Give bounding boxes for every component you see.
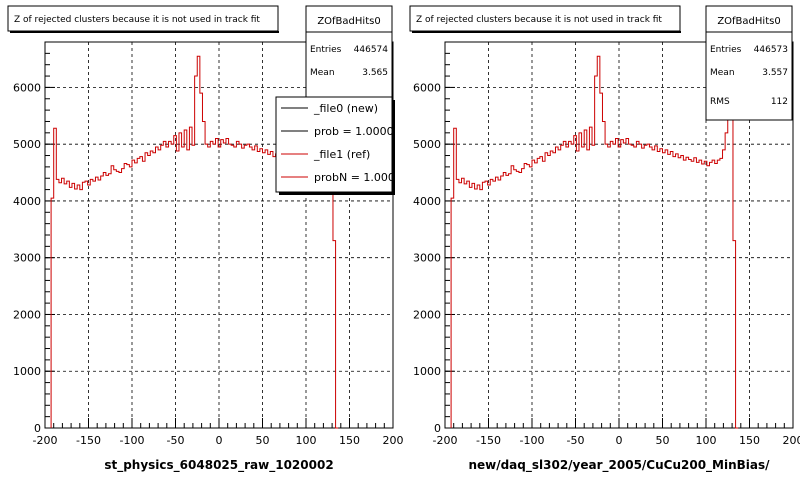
y-tick-label: 1000 — [413, 365, 441, 378]
x-tick-label: -50 — [567, 434, 585, 447]
legend-entry-label: _file1 (ref) — [313, 148, 370, 161]
chart-panel-1: -200 -150 -100 -50 0 50 100 150 2000100020003000… — [7, 5, 416, 473]
x-tick-label: 0 — [216, 434, 223, 447]
x-axis-label: st_physics_6048025_raw_1020002 — [104, 458, 333, 473]
stats-name: ZOfBadHits0 — [717, 16, 780, 27]
stats-mean-label: Mean — [710, 68, 735, 78]
y-tick-label: 0 — [434, 422, 441, 435]
stats-entries-label: Entries — [710, 45, 742, 55]
stats-box — [705, 5, 793, 121]
chart-panel-2: -200-150-100-500501001502000100020003000… — [409, 5, 800, 473]
stats-mean-label: Mean — [310, 68, 335, 78]
histogram-series-1 — [450, 55, 739, 429]
x-tick-label: -200 — [433, 434, 458, 447]
x-tick-label: -100 — [120, 434, 145, 447]
legend-entry-label: prob = 1.000000 — [314, 125, 408, 138]
x-tick-label: 150 — [739, 434, 760, 447]
legend-entry-label: _file0 (new) — [313, 102, 378, 115]
y-tick-label: 6000 — [13, 81, 41, 94]
y-tick-label: 2000 — [13, 308, 41, 321]
y-tick-label: 5000 — [13, 138, 41, 151]
stats-mean-value: 3.557 — [762, 68, 788, 78]
title-box — [409, 5, 681, 32]
x-tick-label: 150 — [339, 434, 360, 447]
x-tick-label: -150 — [76, 434, 101, 447]
stats-rms-label: RMS — [710, 97, 730, 107]
y-tick-label: 3000 — [13, 252, 41, 265]
legend-box — [275, 96, 393, 193]
stats-entries-label: Entries — [310, 45, 342, 55]
x-tick-label: 100 — [296, 434, 317, 447]
y-tick-label: 0 — [34, 422, 41, 435]
x-tick-label: 200 — [783, 434, 800, 447]
y-tick-label: 1000 — [13, 365, 41, 378]
x-axis-label: new/daq_sl302/year_2005/CuCu200_MinBias/ — [468, 458, 770, 473]
stats-mean-value: 3.565 — [362, 68, 388, 78]
y-tick-label: 2000 — [413, 308, 441, 321]
x-tick-label: 0 — [616, 434, 623, 447]
stats-box — [305, 5, 393, 107]
stats-entries-value: 446573 — [754, 45, 788, 55]
legend-entry-label: probN = 1.000000 — [314, 171, 416, 184]
stats-name: ZOfBadHits0 — [317, 16, 380, 27]
x-tick-label: -150 — [476, 434, 501, 447]
grid — [444, 42, 794, 429]
x-tick-label: -100 — [520, 434, 545, 447]
y-tick-label: 5000 — [413, 138, 441, 151]
y-tick-label: 4000 — [413, 195, 441, 208]
y-tick-label: 3000 — [413, 252, 441, 265]
chart-title: Z of rejected clusters because it is not… — [416, 15, 662, 25]
title-box — [7, 5, 279, 32]
x-tick-label: 50 — [656, 434, 670, 447]
stats-entries-value: 446574 — [354, 45, 389, 55]
chart-title: Z of rejected clusters because it is not… — [14, 15, 260, 25]
x-tick-label: 200 — [383, 434, 404, 447]
legend: _file0 (new) prob = 1.000000 _file1 (ref) p… — [281, 102, 416, 184]
y-tick-label: 6000 — [413, 81, 441, 94]
x-tick-label: 100 — [696, 434, 717, 447]
y-tick-label: 4000 — [13, 195, 41, 208]
stats-rms-value: 112 — [771, 97, 788, 107]
x-tick-label: -50 — [167, 434, 185, 447]
x-tick-label: -200 — [33, 434, 58, 447]
x-tick-label: 50 — [256, 434, 270, 447]
